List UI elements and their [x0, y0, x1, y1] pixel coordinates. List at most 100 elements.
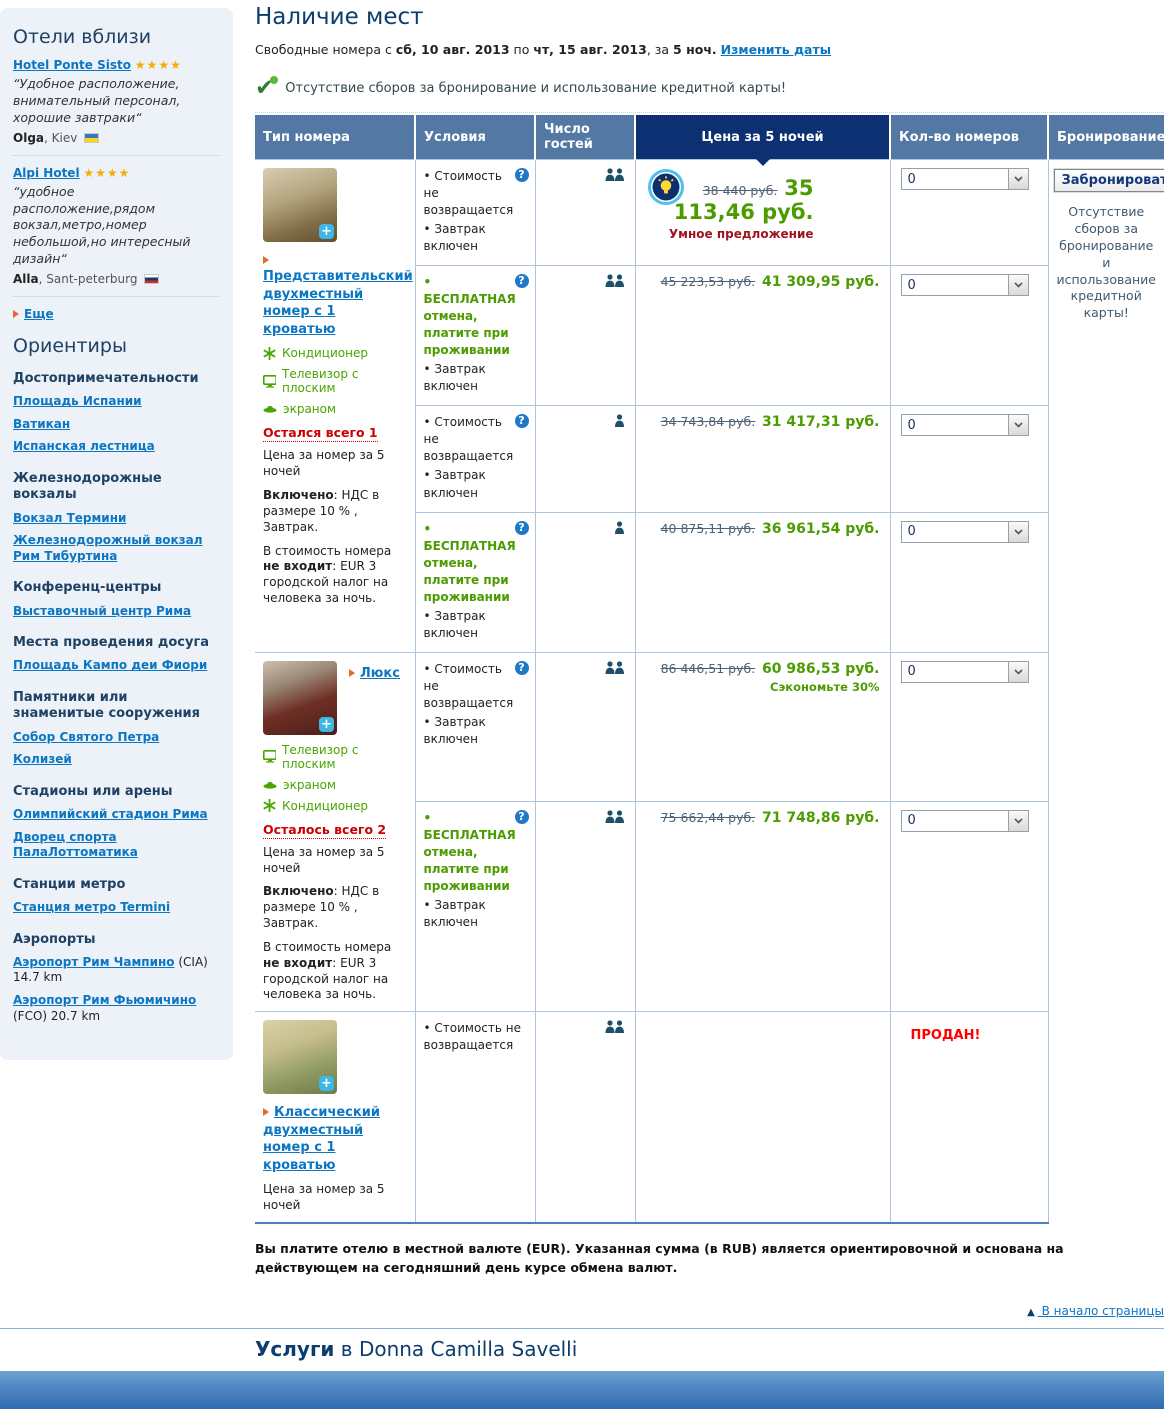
landmark-group-heading: Железнодорожные вокзалы	[13, 471, 220, 504]
quantity-select[interactable]: 0	[901, 414, 1029, 436]
room-type-link[interactable]: Классический двухместный номер с 1 крова…	[263, 1105, 380, 1173]
sold-out-badge: ПРОДАН!	[901, 1020, 1048, 1043]
landmark-group-heading: Места проведения досуга	[13, 635, 220, 651]
landmark-link[interactable]: Площадь Испании	[13, 394, 142, 408]
col-room-count: Кол-во номеров	[890, 115, 1048, 160]
quantity-select[interactable]: 0	[901, 274, 1029, 296]
chevron-down-icon[interactable]	[1008, 415, 1028, 435]
list-item: Олимпийский стадион Рима	[13, 807, 220, 823]
current-price: 31 417,31 руб.	[762, 414, 880, 430]
amenity: экраном	[263, 778, 407, 792]
chevron-down-icon[interactable]	[1008, 169, 1028, 189]
room-photo[interactable]: +	[263, 1020, 337, 1094]
quantity-select[interactable]: 0	[901, 661, 1029, 683]
condition-line: Завтрак включен	[424, 608, 529, 642]
guests-cell	[535, 512, 635, 652]
chevron-down-icon[interactable]	[1008, 275, 1028, 295]
room-photo[interactable]: +	[263, 168, 337, 242]
landmark-link[interactable]: Железнодорожный вокзал Рим Тибуртина	[13, 533, 203, 563]
section-divider	[0, 1328, 1164, 1329]
help-icon[interactable]	[515, 810, 529, 824]
landmark-link[interactable]: Ватикан	[13, 417, 70, 431]
two-guests-icon	[605, 276, 625, 290]
amenity: Телевизор с плоским	[263, 367, 407, 395]
landmark-link[interactable]: Вокзал Термини	[13, 511, 126, 525]
guests-cell	[535, 652, 635, 801]
table-row: + Люкс Телевизор с плоским экраном Конди…	[255, 652, 1164, 801]
list-item: Аэропорт Рим Чампино (CIA) 14.7 km	[13, 955, 220, 986]
help-icon[interactable]	[515, 414, 529, 428]
nights-count: 5 ноч.	[673, 42, 717, 57]
airport-link[interactable]: Аэропорт Рим Фьюмичино	[13, 993, 196, 1007]
back-to-top-link[interactable]: ▲ В начало страницы	[1027, 1304, 1164, 1318]
list-item: Вокзал Термини	[13, 511, 220, 527]
flatscreen-tv-icon	[263, 750, 276, 763]
arrow-right-icon	[263, 256, 269, 264]
included-note: Включено: НДС в размере 10 % , Завтрак.	[263, 488, 407, 535]
divider	[13, 155, 220, 156]
condition-line: Завтрак включен	[424, 361, 529, 395]
price-note: Цена за номер за 5 ночей	[263, 845, 407, 877]
quantity-select[interactable]: 0	[901, 810, 1029, 832]
quantity-select[interactable]: 0	[901, 521, 1029, 543]
price-cell: 75 662,44 руб. 71 748,86 руб.	[635, 801, 890, 1012]
book-button[interactable]: Забронировать	[1054, 169, 1164, 192]
room-photo[interactable]: +	[263, 661, 337, 735]
old-price: 45 223,53 руб.	[661, 274, 756, 289]
help-icon[interactable]	[515, 661, 529, 675]
table-header-row: Тип номера Условия Число гостей Цена за …	[255, 115, 1164, 160]
hotel-link[interactable]: Hotel Ponte Sisto	[13, 58, 131, 72]
quantity-cell: 0	[890, 512, 1048, 652]
landmark-link[interactable]: Выставочный центр Рима	[13, 604, 191, 618]
page-title: Наличие мест	[255, 0, 1164, 30]
divider	[13, 296, 220, 297]
landmark-link[interactable]: Площадь Кампо деи Фиори	[13, 658, 207, 672]
list-item: Собор Святого Петра	[13, 730, 220, 746]
landmark-link[interactable]: Собор Святого Петра	[13, 730, 159, 744]
no-fees-text: Отсутствие сборов за бронирование и испо…	[285, 81, 786, 96]
hotel-link[interactable]: Alpi Hotel	[13, 166, 80, 180]
availability-line: Свободные номера с сб, 10 авг. 2013 по ч…	[255, 42, 1164, 57]
table-row: + Классический двухместный номер с 1 кро…	[255, 1012, 1164, 1223]
review-quote: “Удобное расположение, внимательный перс…	[13, 76, 220, 127]
room-type-link[interactable]: Представительский двухместный номер с 1 …	[263, 269, 413, 337]
condition-line: Завтрак включен	[424, 467, 529, 501]
landmark-link[interactable]: Олимпийский стадион Рима	[13, 807, 208, 821]
condition-line: Завтрак включен	[424, 897, 529, 931]
help-icon[interactable]	[515, 168, 529, 182]
current-price: 71 748,86 руб.	[762, 810, 880, 826]
room-type-link[interactable]: Люкс	[360, 666, 400, 681]
amenity: Телевизор с плоским	[263, 743, 407, 771]
tv-screen-icon	[263, 781, 277, 789]
ukraine-flag-icon	[84, 133, 99, 143]
landmark-link[interactable]: Колизей	[13, 752, 72, 766]
landmark-link[interactable]: Станция метро Termini	[13, 900, 170, 914]
old-price: 34 743,84 руб.	[661, 414, 756, 429]
price-note: Цена за номер за 5 ночей	[263, 1182, 407, 1214]
landmarks-title: Ориентиры	[13, 335, 220, 357]
list-item: Железнодорожный вокзал Рим Тибуртина	[13, 533, 220, 564]
airport-link[interactable]: Аэропорт Рим Чампино	[13, 955, 175, 969]
availability-table: Тип номера Условия Число гостей Цена за …	[255, 115, 1164, 1224]
chevron-down-icon[interactable]	[1008, 811, 1028, 831]
chevron-down-icon[interactable]	[1008, 522, 1028, 542]
price-cell: 34 743,84 руб. 31 417,31 руб.	[635, 406, 890, 512]
help-icon[interactable]	[515, 521, 529, 535]
landmark-link[interactable]: Дворец спорта ПалаЛоттоматика	[13, 830, 138, 860]
more-hotels: Еще	[13, 307, 220, 321]
more-link[interactable]: Еще	[24, 307, 54, 321]
chevron-down-icon[interactable]	[1008, 662, 1028, 682]
landmark-group: Стадионы или арены Олимпийский стадион Р…	[13, 784, 220, 861]
list-item: Выставочный центр Рима	[13, 604, 220, 620]
change-dates-link[interactable]: Изменить даты	[721, 42, 831, 57]
list-item: Дворец спорта ПалаЛоттоматика	[13, 830, 220, 861]
guests-cell	[535, 406, 635, 512]
landmark-group: Железнодорожные вокзалы Вокзал Термини Ж…	[13, 471, 220, 564]
landmark-group-heading: Стадионы или арены	[13, 784, 220, 800]
help-icon[interactable]	[515, 274, 529, 288]
quantity-select[interactable]: 0	[901, 168, 1029, 190]
list-item: Станция метро Termini	[13, 900, 220, 916]
list-item: Площадь Кампо деи Фиори	[13, 658, 220, 674]
landmark-group: Аэропорты Аэропорт Рим Чампино (CIA) 14.…	[13, 932, 220, 1025]
landmark-link[interactable]: Испанская лестница	[13, 439, 155, 453]
